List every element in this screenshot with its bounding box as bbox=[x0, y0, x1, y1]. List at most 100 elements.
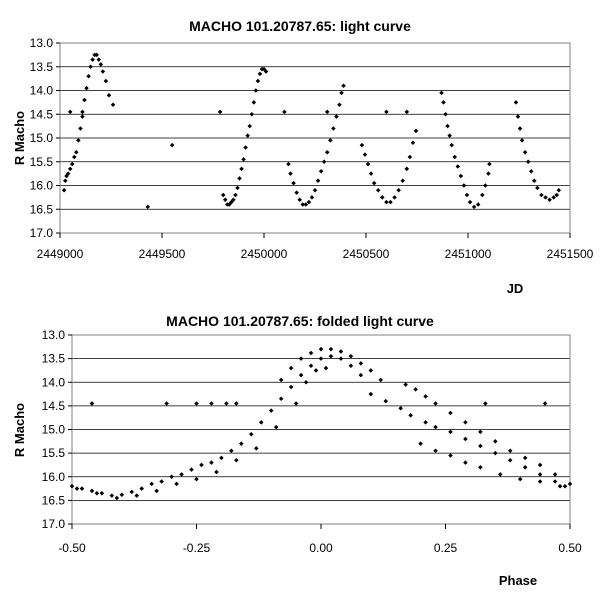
data-point bbox=[439, 90, 444, 96]
data-point bbox=[241, 157, 246, 162]
data-point bbox=[297, 197, 302, 203]
folded-light-curve-chart: MACHO 101.20787.65: folded light curve P… bbox=[12, 313, 582, 588]
x-tick-label-1: 2449500 bbox=[139, 247, 186, 261]
data-point bbox=[67, 109, 73, 115]
data-point bbox=[239, 166, 244, 172]
data-point bbox=[194, 401, 199, 406]
data-point bbox=[303, 202, 309, 207]
data-point bbox=[229, 448, 234, 454]
data-point bbox=[324, 149, 330, 155]
data-point bbox=[234, 457, 239, 463]
data-point bbox=[288, 171, 293, 176]
data-point bbox=[362, 152, 368, 157]
data-point bbox=[306, 199, 312, 205]
data-point bbox=[258, 420, 264, 425]
data-point bbox=[74, 486, 80, 491]
data-point bbox=[517, 476, 523, 482]
x-tick-label-4: 0.50 bbox=[558, 541, 582, 555]
data-point bbox=[471, 204, 477, 210]
data-point bbox=[328, 138, 333, 143]
data-point bbox=[100, 69, 106, 74]
x-tick-label-1: -0.25 bbox=[183, 541, 211, 555]
folded-light-curve-title: MACHO 101.20787.65: folded light curve bbox=[166, 313, 434, 329]
data-point bbox=[209, 401, 214, 406]
folded-light-curve-points bbox=[69, 346, 573, 501]
data-point bbox=[517, 126, 523, 131]
data-point bbox=[214, 469, 219, 475]
data-point bbox=[145, 204, 150, 210]
data-point bbox=[249, 111, 255, 117]
data-point bbox=[493, 450, 498, 456]
y-tick-label-4: 15.0 bbox=[30, 131, 54, 145]
data-point bbox=[78, 126, 83, 131]
data-point bbox=[384, 199, 389, 205]
data-point bbox=[522, 465, 528, 470]
data-point bbox=[404, 109, 410, 115]
folded-light-curve-y-axis-title: R Macho bbox=[12, 403, 27, 457]
data-point bbox=[312, 187, 318, 193]
data-point bbox=[480, 192, 485, 198]
data-point bbox=[106, 92, 112, 98]
data-point bbox=[408, 413, 413, 418]
data-point bbox=[358, 372, 364, 378]
data-point bbox=[89, 401, 95, 406]
data-point bbox=[109, 493, 115, 498]
data-point bbox=[463, 436, 468, 442]
data-point bbox=[388, 199, 393, 205]
data-point bbox=[413, 128, 419, 134]
data-point bbox=[478, 443, 483, 449]
data-point bbox=[404, 166, 410, 172]
y-tick-label-3: 14.5 bbox=[42, 399, 66, 413]
data-point bbox=[308, 363, 314, 368]
data-point bbox=[134, 493, 140, 498]
data-point bbox=[543, 195, 548, 200]
data-point bbox=[96, 57, 102, 62]
data-point bbox=[84, 85, 89, 91]
data-point bbox=[478, 429, 483, 435]
data-point bbox=[189, 467, 194, 472]
data-point bbox=[338, 349, 344, 354]
data-point bbox=[378, 377, 384, 383]
data-point bbox=[515, 114, 521, 119]
data-point bbox=[403, 382, 408, 387]
x-tick-label-5: 2451500 bbox=[547, 247, 594, 261]
y-tick-label-6: 16.0 bbox=[42, 470, 66, 484]
x-tick-label-0: -0.50 bbox=[58, 541, 86, 555]
x-tick-label-2: 2450000 bbox=[241, 247, 288, 261]
data-point bbox=[67, 166, 73, 172]
data-point bbox=[448, 410, 453, 416]
data-point bbox=[423, 420, 428, 425]
data-point bbox=[291, 180, 296, 186]
light-curve-y-axis-title: R Macho bbox=[12, 111, 27, 165]
data-point bbox=[129, 489, 135, 495]
data-point bbox=[86, 73, 91, 79]
data-point bbox=[556, 187, 562, 193]
y-tick-label-6: 16.0 bbox=[30, 179, 54, 193]
light-curve-x-axis-title: JD bbox=[507, 281, 524, 296]
x-tick-label-3: 2450500 bbox=[343, 247, 390, 261]
y-tick-label-1: 13.5 bbox=[42, 352, 66, 366]
data-point bbox=[535, 185, 540, 191]
data-point bbox=[222, 197, 228, 203]
data-point bbox=[79, 486, 85, 491]
data-point bbox=[486, 171, 491, 176]
data-point bbox=[537, 462, 543, 468]
data-point bbox=[234, 401, 239, 406]
data-point bbox=[551, 195, 556, 200]
data-point bbox=[324, 109, 330, 115]
data-point bbox=[410, 140, 416, 146]
data-point bbox=[80, 109, 85, 115]
data-point bbox=[433, 401, 438, 406]
data-point bbox=[525, 159, 531, 165]
data-point bbox=[139, 486, 144, 491]
data-point bbox=[286, 161, 291, 167]
data-point bbox=[94, 52, 99, 58]
data-point bbox=[507, 457, 513, 463]
y-tick-label-8: 17.0 bbox=[42, 517, 66, 531]
folded-light-curve-x-tick-labels: -0.50 -0.25 0.00 0.25 0.50 bbox=[58, 524, 582, 555]
data-point bbox=[74, 149, 79, 155]
data-point bbox=[513, 100, 519, 105]
x-tick-label-4: 2451000 bbox=[445, 247, 492, 261]
data-point bbox=[458, 173, 464, 179]
data-point bbox=[88, 64, 93, 70]
